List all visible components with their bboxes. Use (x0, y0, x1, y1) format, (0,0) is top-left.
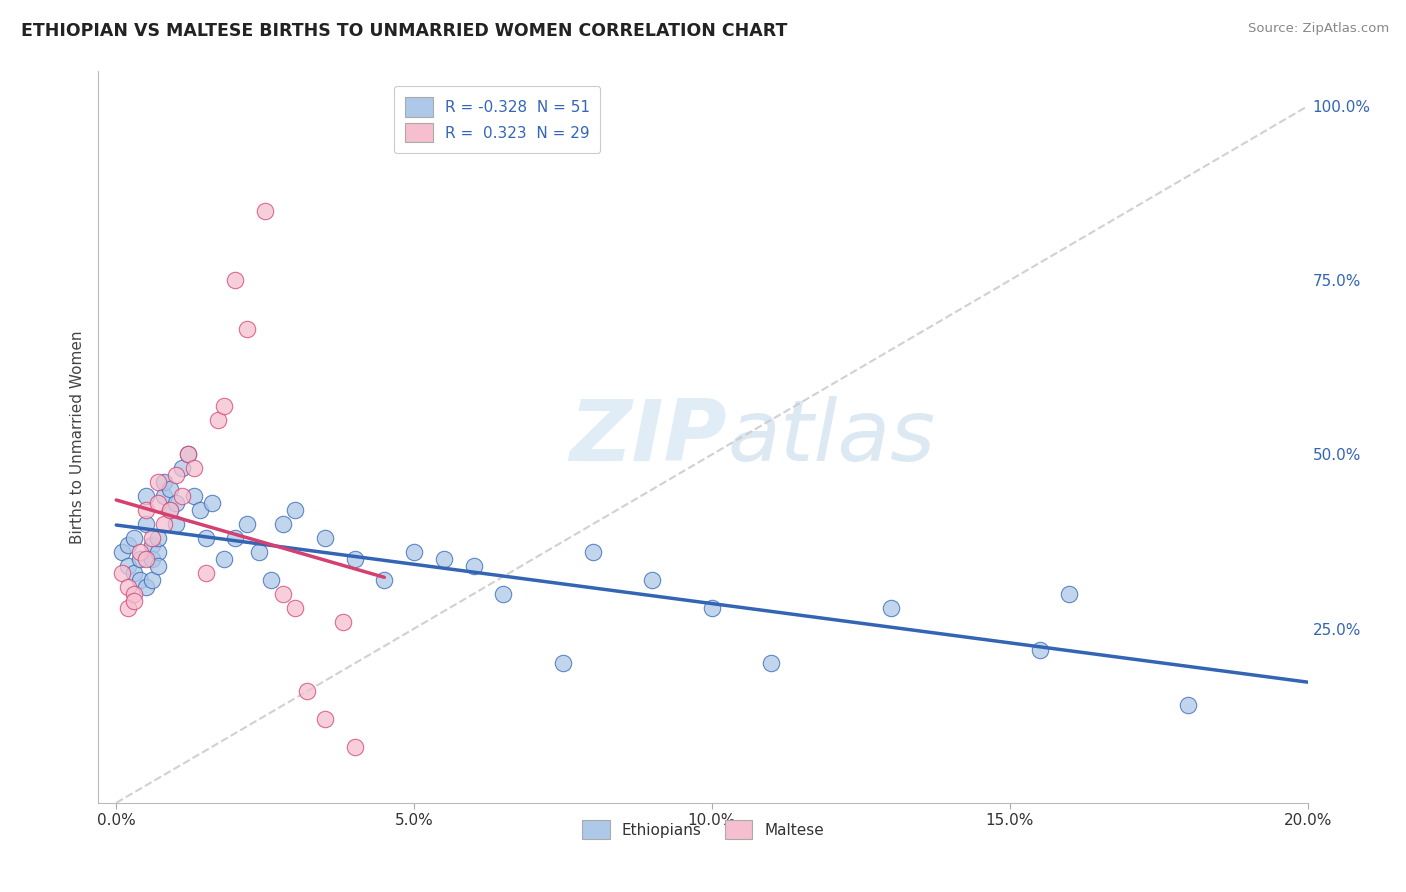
Point (122, 587, 145, 601)
Point (332, 615, 354, 629)
Legend: Ethiopians, Maltese: Ethiopians, Maltese (571, 809, 835, 850)
Point (463, 558, 485, 573)
Point (153, 489, 176, 503)
Point (135, 580, 157, 594)
Point (170, 489, 193, 503)
Text: Source: ZipAtlas.com: Source: ZipAtlas.com (1249, 22, 1389, 36)
Point (165, 496, 187, 510)
Point (146, 475, 169, 490)
Point (194, 566, 217, 580)
Point (165, 517, 187, 532)
Point (135, 552, 157, 566)
Point (129, 552, 152, 566)
Point (122, 566, 145, 580)
Point (212, 552, 235, 566)
Point (761, 657, 783, 671)
Point (159, 503, 181, 517)
Point (1059, 587, 1081, 601)
Point (236, 322, 259, 336)
Point (700, 600, 723, 615)
Point (146, 496, 169, 510)
Point (1177, 698, 1199, 713)
Point (260, 573, 283, 587)
Text: ETHIOPIAN VS MALTESE BIRTHS TO UNMARRIED WOMEN CORRELATION CHART: ETHIOPIAN VS MALTESE BIRTHS TO UNMARRIED… (21, 22, 787, 40)
Point (373, 573, 395, 587)
Point (188, 503, 211, 517)
Point (117, 558, 139, 573)
Point (247, 545, 270, 559)
Point (224, 531, 246, 545)
Point (194, 531, 217, 545)
Text: atlas: atlas (727, 395, 935, 479)
Point (343, 740, 366, 755)
Point (582, 545, 605, 559)
Point (177, 448, 200, 462)
Point (254, 203, 277, 218)
Point (122, 531, 145, 545)
Point (404, 545, 426, 559)
Point (129, 573, 152, 587)
Point (170, 461, 193, 475)
Point (343, 552, 366, 566)
Point (1028, 642, 1050, 657)
Point (153, 517, 176, 532)
Point (236, 517, 259, 532)
Point (271, 587, 294, 601)
Point (159, 503, 181, 517)
Point (117, 538, 139, 552)
Point (141, 573, 163, 587)
Point (135, 517, 157, 532)
Point (111, 545, 134, 559)
Point (135, 503, 157, 517)
Point (146, 531, 169, 545)
Point (146, 558, 169, 573)
Point (141, 538, 163, 552)
Point (153, 475, 176, 490)
Point (284, 600, 307, 615)
Point (212, 399, 235, 413)
Point (433, 552, 456, 566)
Point (314, 712, 336, 726)
Point (551, 657, 574, 671)
Point (271, 517, 294, 532)
Point (177, 448, 200, 462)
Point (207, 412, 229, 426)
Point (641, 573, 664, 587)
Point (200, 496, 222, 510)
Point (224, 273, 246, 287)
Point (183, 461, 205, 475)
Point (141, 531, 163, 545)
Point (129, 545, 152, 559)
Point (117, 580, 139, 594)
Point (159, 483, 181, 497)
Point (117, 600, 139, 615)
Point (183, 489, 205, 503)
Point (165, 468, 187, 483)
Text: ZIP: ZIP (569, 395, 727, 479)
Point (492, 587, 515, 601)
Point (111, 566, 134, 580)
Y-axis label: Births to Unmarried Women: Births to Unmarried Women (69, 330, 84, 544)
Point (146, 545, 169, 559)
Point (135, 489, 157, 503)
Point (284, 503, 307, 517)
Point (141, 552, 163, 566)
Point (314, 531, 336, 545)
Point (295, 684, 318, 698)
Point (879, 600, 901, 615)
Point (122, 594, 145, 608)
